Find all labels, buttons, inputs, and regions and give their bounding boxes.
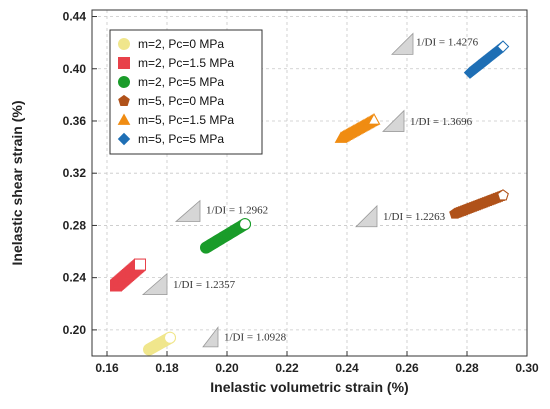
x-tick-label: 0.16 bbox=[95, 361, 119, 375]
y-tick-label: 0.44 bbox=[63, 10, 87, 24]
legend-label: m=5, Pc=5 MPa bbox=[138, 132, 224, 146]
slope-triangle bbox=[141, 272, 168, 296]
plot-frame bbox=[91, 9, 528, 357]
x-axis-title: Inelastic volumetric strain (%) bbox=[210, 379, 408, 395]
x-tick-label: 0.24 bbox=[335, 361, 359, 375]
data-point-end bbox=[239, 218, 251, 231]
y-tick-label: 0.20 bbox=[63, 323, 87, 337]
legend-marker bbox=[118, 76, 130, 88]
y-tick-label: 0.40 bbox=[63, 62, 87, 76]
y-tick-label: 0.36 bbox=[63, 114, 87, 128]
slope-triangle bbox=[355, 204, 378, 228]
legend: m=2, Pc=0 MPa m=2, Pc=1.5 MPa m=2, Pc=5 MP… bbox=[109, 29, 263, 155]
y-tick-label: 0.24 bbox=[63, 271, 87, 285]
legend-marker bbox=[118, 38, 130, 50]
slope-triangle bbox=[382, 109, 405, 132]
legend-label: m=5, Pc=0 MPa bbox=[138, 94, 224, 108]
slope-triangle bbox=[391, 32, 414, 55]
legend-marker bbox=[118, 94, 130, 106]
x-tick-label: 0.22 bbox=[275, 361, 299, 375]
slope-label: 1/DI = 1.0928 bbox=[224, 331, 287, 343]
series-2 bbox=[200, 218, 251, 254]
series-5 bbox=[463, 40, 510, 79]
legend-box bbox=[109, 29, 263, 155]
legend-marker bbox=[118, 57, 130, 69]
data-point-end bbox=[164, 331, 176, 344]
series-3 bbox=[449, 189, 509, 219]
series-0 bbox=[143, 331, 176, 356]
legend-marker bbox=[117, 113, 131, 125]
y-tick-label: 0.32 bbox=[63, 166, 87, 180]
data-point-end bbox=[497, 189, 509, 201]
slope-label: 1/DI = 1.4276 bbox=[416, 36, 479, 48]
slope-triangle bbox=[202, 326, 219, 348]
y-axis-title: Inelastic shear strain (%) bbox=[9, 101, 25, 266]
x-tick-label: 0.18 bbox=[155, 361, 179, 375]
data-series bbox=[110, 40, 510, 356]
slope-label: 1/DI = 1.2263 bbox=[383, 211, 446, 223]
axis-ticks: 0.16 0.18 0.20 0.22 0.24 0.26 0.28 0.30 0.20 0.24… bbox=[63, 10, 539, 375]
x-tick-label: 0.28 bbox=[455, 361, 479, 375]
legend-label: m=2, Pc=5 MPa bbox=[138, 75, 224, 89]
legend-label: m=5, Pc=1.5 MPa bbox=[138, 113, 234, 127]
series-1 bbox=[110, 258, 146, 292]
slope-label: 1/DI = 1.2962 bbox=[206, 205, 268, 217]
data-point-end bbox=[496, 40, 510, 53]
series-4 bbox=[334, 113, 381, 143]
x-tick-label: 0.26 bbox=[395, 361, 419, 375]
legend-label: m=2, Pc=0 MPa bbox=[138, 37, 224, 51]
legend-label: m=2, Pc=1.5 MPa bbox=[138, 56, 234, 70]
slope-label: 1/DI = 1.2357 bbox=[173, 279, 236, 291]
legend-marker bbox=[117, 132, 131, 146]
slope-annotations: 1/DI = 1.0928 1/DI = 1.2357 1/DI = 1.2962 1… bbox=[141, 32, 479, 348]
x-tick-label: 0.30 bbox=[515, 361, 539, 375]
slope-triangle bbox=[174, 199, 201, 222]
x-tick-label: 0.20 bbox=[215, 361, 239, 375]
data-point-end bbox=[367, 113, 381, 125]
data-point-end bbox=[134, 258, 146, 271]
y-tick-label: 0.28 bbox=[63, 218, 87, 232]
slope-label: 1/DI = 1.3696 bbox=[410, 116, 473, 128]
